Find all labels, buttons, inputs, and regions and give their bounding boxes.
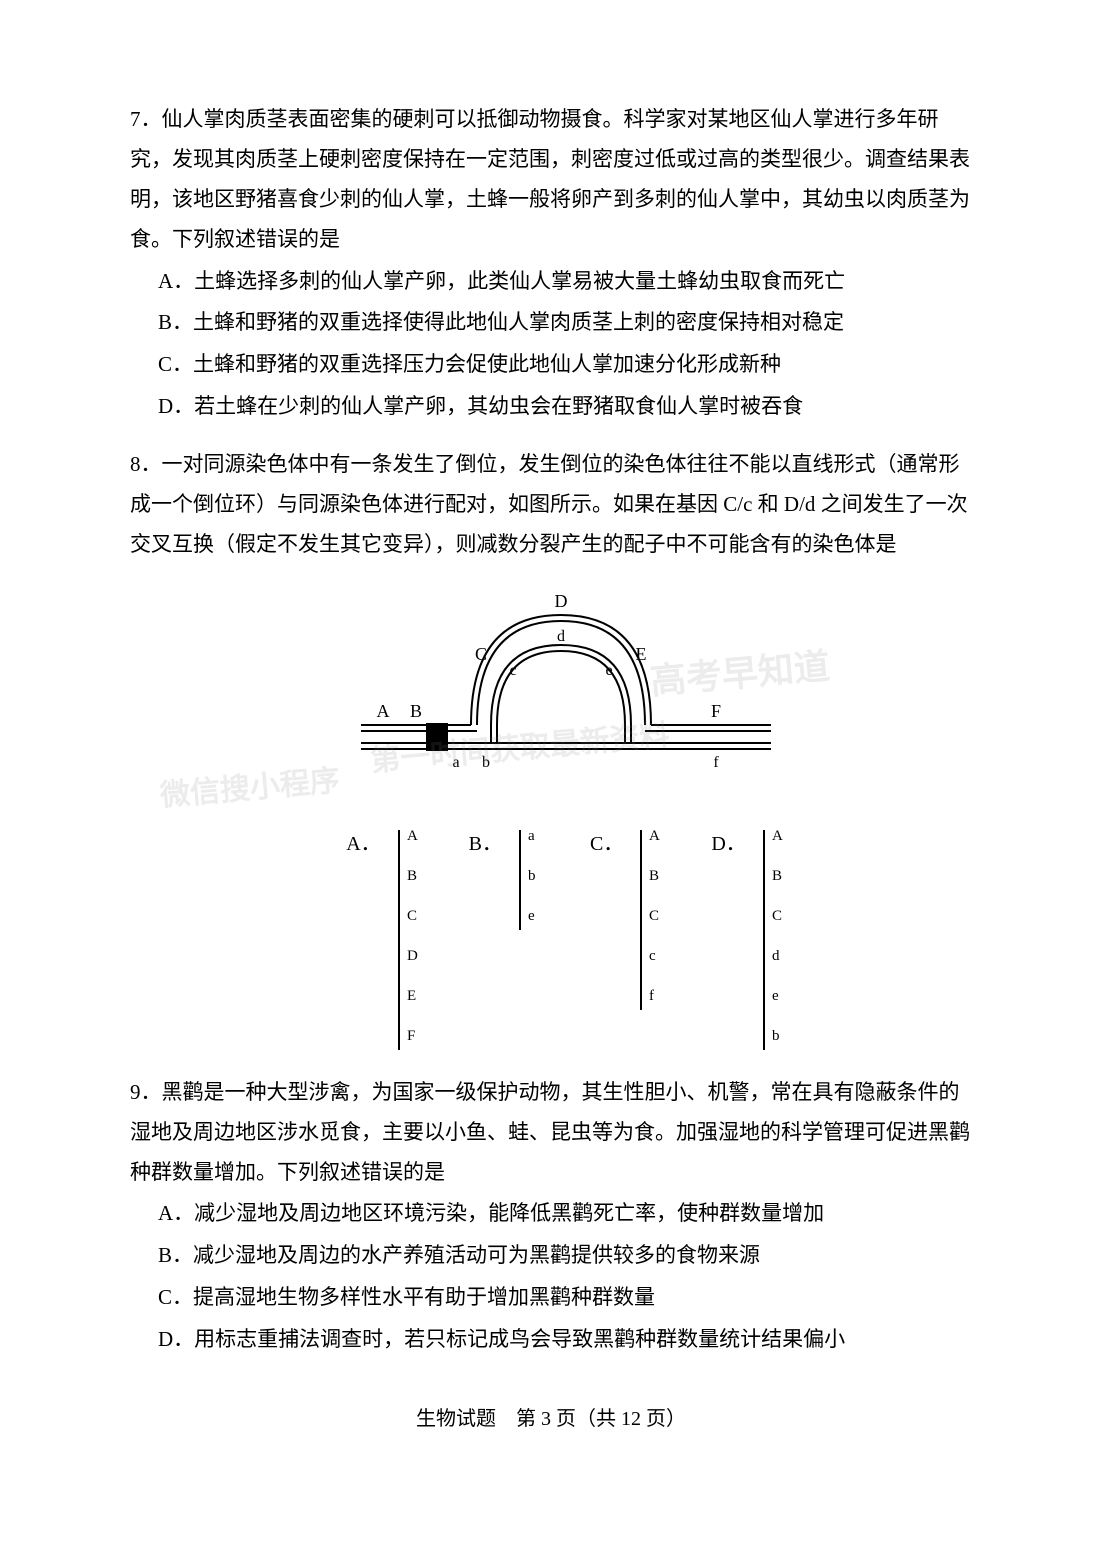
svg-text:A: A	[772, 828, 783, 844]
question-7: 7．仙人掌肉质茎表面密集的硬刺可以抵御动物摄食。科学家对某地区仙人掌进行多年研究…	[130, 100, 972, 427]
q9-opt-a: A．减少湿地及周边地区环境污染，能降低黑鹳死亡率，使种群数量增加	[130, 1194, 972, 1234]
q9-opt-c: C．提高湿地生物多样性水平有助于增加黑鹳种群数量	[130, 1278, 972, 1318]
q7-number: 7．	[130, 107, 162, 131]
svg-text:c: c	[649, 948, 656, 964]
svg-text:B: B	[407, 868, 417, 884]
svg-text:A: A	[407, 828, 418, 844]
label-e-inner: e	[605, 662, 612, 679]
label-c-inner: c	[509, 662, 516, 679]
svg-text:C: C	[407, 908, 417, 924]
q7-text: 仙人掌肉质茎表面密集的硬刺可以抵御动物摄食。科学家对某地区仙人掌进行多年研究，发…	[130, 107, 970, 251]
q9-number: 9．	[130, 1080, 162, 1104]
label-f-bot: f	[713, 754, 719, 771]
choice-b-label: B．	[469, 825, 502, 863]
svg-text:e: e	[528, 908, 535, 924]
q8-choice-c: C． A B C c f	[590, 825, 661, 1055]
question-8: 8．一对同源染色体中有一条发生了倒位，发生倒位的染色体往往不能以直线形式（通常形…	[130, 445, 972, 1055]
q7-opt-b: B．土蜂和野猪的双重选择使得此地仙人掌肉质茎上刺的密度保持相对稳定	[130, 303, 972, 343]
label-b-bot: b	[482, 754, 490, 771]
q7-body: 7．仙人掌肉质茎表面密集的硬刺可以抵御动物摄食。科学家对某地区仙人掌进行多年研究…	[130, 100, 972, 260]
page: 7．仙人掌肉质茎表面密集的硬刺可以抵御动物摄食。科学家对某地区仙人掌进行多年研究…	[130, 100, 972, 1438]
svg-text:E: E	[407, 988, 416, 1004]
label-a-bot: a	[452, 754, 459, 771]
svg-text:B: B	[649, 868, 659, 884]
q8-body: 8．一对同源染色体中有一条发生了倒位，发生倒位的染色体往往不能以直线形式（通常形…	[130, 445, 972, 565]
q8-choice-d: D． A B C d e b	[711, 825, 783, 1055]
svg-text:A: A	[649, 828, 660, 844]
chromosome-b-icon: a b e	[510, 825, 540, 1055]
chromosome-a-icon: A B C D E F	[389, 825, 419, 1055]
svg-text:d: d	[772, 948, 780, 964]
q8-text: 一对同源染色体中有一条发生了倒位，发生倒位的染色体往往不能以直线形式（通常形成一…	[130, 452, 968, 556]
label-E: E	[636, 644, 647, 664]
q8-choices: A． A B C D E F B． a b e	[130, 825, 972, 1055]
q9-opt-d: D．用标志重捕法调查时，若只标记成鸟会导致黑鹳种群数量统计结果偏小	[130, 1320, 972, 1360]
page-footer: 生物试题 第 3 页（共 12 页）	[130, 1400, 972, 1438]
q8-number: 8．	[130, 452, 162, 476]
svg-text:B: B	[772, 868, 782, 884]
label-A-left: A	[377, 701, 390, 721]
q8-diagram: D C E d c e A B F a b f	[130, 585, 972, 805]
svg-text:D: D	[407, 948, 418, 964]
q9-text: 黑鹳是一种大型涉禽，为国家一级保护动物，其生性胆小、机警，常在具有隐蔽条件的湿地…	[130, 1080, 970, 1184]
label-B-left: B	[410, 701, 422, 721]
q9-body: 9．黑鹳是一种大型涉禽，为国家一级保护动物，其生性胆小、机警，常在具有隐蔽条件的…	[130, 1073, 972, 1193]
label-D: D	[555, 591, 568, 611]
svg-text:b: b	[772, 1028, 780, 1044]
svg-text:F: F	[407, 1028, 415, 1044]
svg-text:C: C	[772, 908, 782, 924]
svg-text:f: f	[649, 988, 654, 1004]
q8-choice-b: B． a b e	[469, 825, 540, 1055]
inversion-loop-diagram: D C E d c e A B F a b f	[311, 585, 791, 805]
label-d-inner: d	[557, 628, 565, 645]
label-C: C	[475, 644, 487, 664]
chromosome-c-icon: A B C c f	[631, 825, 661, 1055]
q7-opt-a: A．土蜂选择多刺的仙人掌产卵，此类仙人掌易被大量土蜂幼虫取食而死亡	[130, 262, 972, 302]
choice-c-label: C．	[590, 825, 623, 863]
q9-opt-b: B．减少湿地及周边的水产养殖活动可为黑鹳提供较多的食物来源	[130, 1236, 972, 1276]
label-F-right: F	[711, 701, 721, 721]
q8-choice-a: A． A B C D E F	[346, 825, 418, 1055]
svg-text:a: a	[528, 828, 535, 844]
svg-text:e: e	[772, 988, 779, 1004]
choice-d-label: D．	[711, 825, 745, 863]
question-9: 9．黑鹳是一种大型涉禽，为国家一级保护动物，其生性胆小、机警，常在具有隐蔽条件的…	[130, 1073, 972, 1360]
q7-opt-c: C．土蜂和野猪的双重选择压力会促使此地仙人掌加速分化形成新种	[130, 345, 972, 385]
chromosome-d-icon: A B C d e b	[754, 825, 784, 1055]
svg-text:b: b	[528, 868, 536, 884]
choice-a-label: A．	[346, 825, 380, 863]
svg-text:C: C	[649, 908, 659, 924]
q7-opt-d: D．若土蜂在少刺的仙人掌产卵，其幼虫会在野猪取食仙人掌时被吞食	[130, 387, 972, 427]
